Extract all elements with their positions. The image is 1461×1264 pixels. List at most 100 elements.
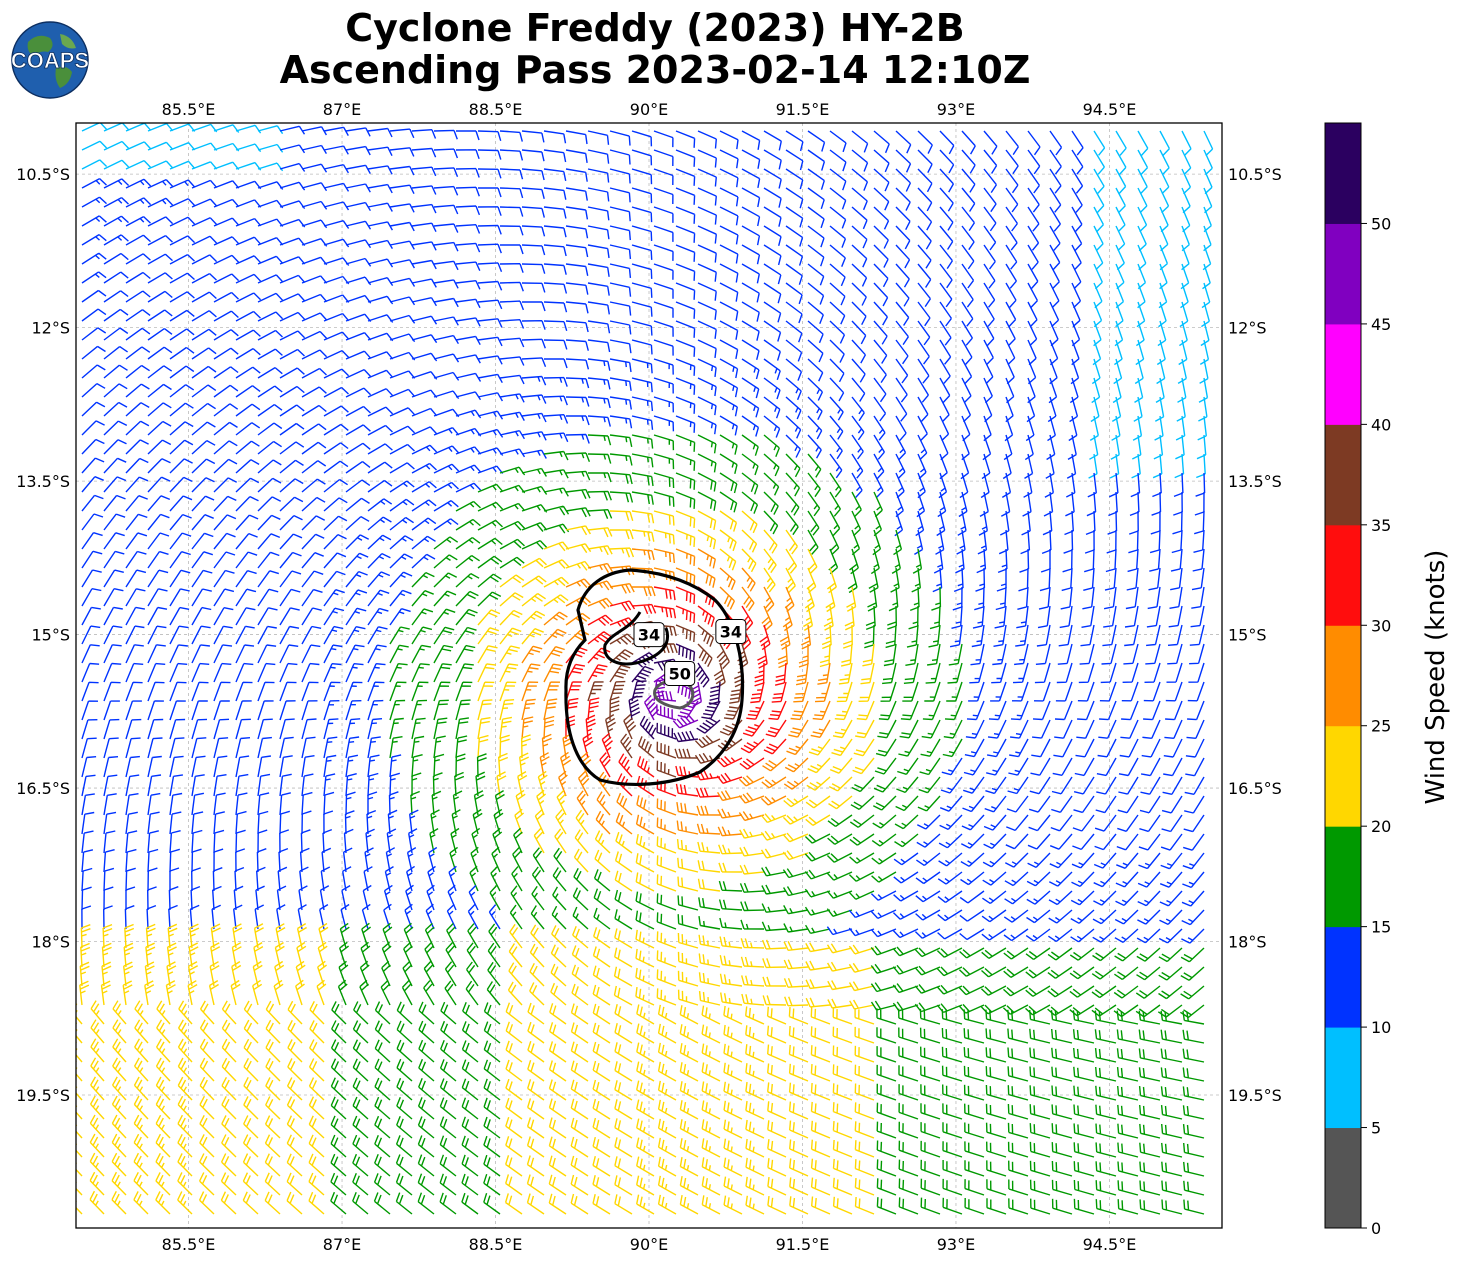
wind-barb xyxy=(965,719,985,739)
wind-barb xyxy=(697,301,717,320)
wind-barb xyxy=(929,605,941,630)
wind-barb xyxy=(635,833,655,854)
wind-barb xyxy=(81,513,104,531)
wind-barb xyxy=(1071,130,1084,156)
wind-barb xyxy=(632,586,656,597)
colorbar-segment xyxy=(1325,725,1361,827)
wind-barb xyxy=(829,491,841,517)
wind-barb xyxy=(455,735,468,759)
wind-barb xyxy=(235,403,261,417)
wind-barb xyxy=(191,755,206,778)
wind-barb xyxy=(782,605,793,632)
wind-barb xyxy=(1010,719,1029,739)
wind-barb xyxy=(1017,586,1029,610)
wind-barb xyxy=(1069,377,1079,404)
wind-barb xyxy=(1094,833,1117,851)
wind-barb xyxy=(1151,491,1162,516)
wind-barb xyxy=(169,625,189,645)
wind-barb xyxy=(717,826,743,837)
wind-barb xyxy=(277,866,288,892)
wind-barb xyxy=(521,593,546,607)
wind-barb xyxy=(1121,700,1139,721)
wind-barb xyxy=(1138,833,1161,851)
wind-barb xyxy=(301,588,323,607)
wind-barb xyxy=(631,358,653,374)
wind-barb xyxy=(829,282,846,306)
wind-barb xyxy=(917,187,933,212)
wind-barb xyxy=(829,529,840,556)
wind-barb xyxy=(169,179,196,189)
wind-barb xyxy=(1115,130,1127,156)
wind-barb xyxy=(1099,700,1117,721)
wind-barb xyxy=(433,681,451,702)
wind-barb xyxy=(719,377,739,398)
wind-barb xyxy=(543,715,555,740)
wind-barb xyxy=(785,453,801,478)
wind-barb xyxy=(893,529,903,556)
wind-barb xyxy=(499,466,526,476)
wind-barb xyxy=(741,225,761,246)
wind-barb xyxy=(1139,814,1161,833)
wind-barb xyxy=(697,168,717,187)
wind-barb xyxy=(599,752,611,778)
wind-barb xyxy=(345,718,361,740)
wind-barb xyxy=(1051,776,1073,795)
wind-barb xyxy=(763,472,780,496)
wind-barb xyxy=(653,396,674,413)
wind-barb xyxy=(323,368,350,379)
wind-barb xyxy=(125,793,139,816)
wind-barb xyxy=(895,320,909,345)
wind-barb xyxy=(279,533,303,550)
wind-barb xyxy=(836,681,853,703)
wind-barb xyxy=(895,415,907,441)
wind-barb xyxy=(994,605,1007,629)
wind-barb xyxy=(631,396,654,412)
wind-barb xyxy=(169,458,193,474)
wind-barb xyxy=(807,757,831,774)
wind-barb xyxy=(279,404,305,417)
wind-barb xyxy=(1160,852,1183,870)
wind-barb xyxy=(695,769,721,781)
wind-barb xyxy=(949,624,963,648)
wind-barb xyxy=(470,846,479,873)
wind-barb xyxy=(1005,168,1019,194)
wind-barb xyxy=(81,756,97,778)
wind-barb xyxy=(609,358,632,373)
wind-barb xyxy=(543,611,568,626)
wind-barb xyxy=(455,644,476,664)
wind-barb xyxy=(433,626,455,645)
wind-barb xyxy=(961,320,973,346)
wind-barb xyxy=(147,141,174,151)
wind-barb xyxy=(1123,643,1139,665)
wind-barb xyxy=(1093,168,1105,194)
wind-barb xyxy=(785,415,802,439)
wind-barb xyxy=(477,573,502,588)
wind-barb xyxy=(147,625,167,645)
wind-barb xyxy=(961,282,974,308)
wind-barb xyxy=(1008,757,1029,776)
wind-barb xyxy=(697,358,717,377)
colorbar-segment xyxy=(1325,223,1361,325)
wind-barb xyxy=(962,795,985,813)
wind-barb xyxy=(999,510,1010,536)
wind-barb xyxy=(521,557,547,569)
wind-barb xyxy=(718,844,743,855)
wind-barb xyxy=(475,771,486,797)
wind-barb xyxy=(455,261,481,271)
wind-barb xyxy=(213,347,239,360)
wind-barb xyxy=(1160,833,1183,851)
wind-barb xyxy=(983,130,998,155)
wind-barb xyxy=(169,272,195,284)
wind-barb xyxy=(279,181,306,191)
wind-barb xyxy=(1137,149,1149,175)
colorbar-segment xyxy=(1325,625,1361,727)
wind-barb xyxy=(829,339,845,363)
wind-barb xyxy=(653,130,674,148)
wind-barb xyxy=(960,453,970,480)
wind-barb xyxy=(543,469,569,479)
wind-barb xyxy=(191,402,216,417)
wind-barb xyxy=(279,551,302,569)
wind-barb xyxy=(169,495,193,512)
wind-barb xyxy=(873,244,889,268)
wind-barb xyxy=(821,624,832,650)
